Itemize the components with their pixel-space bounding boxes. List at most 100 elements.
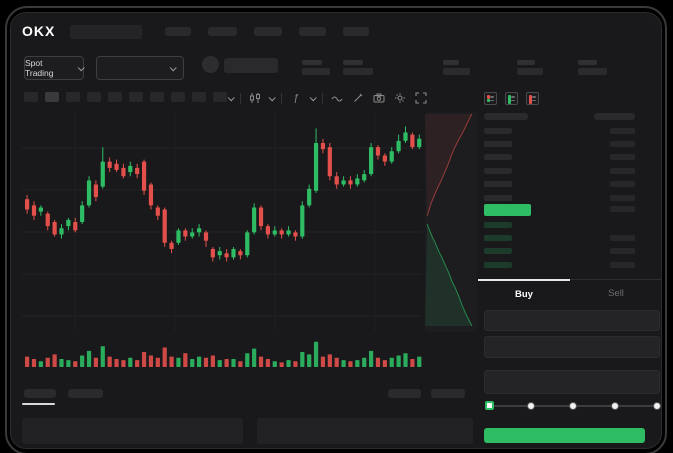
volume-chart[interactable]	[22, 336, 422, 368]
last-price-right-placeholder	[610, 206, 635, 212]
ask-price-placeholder	[484, 127, 512, 134]
last-price-badge[interactable]	[484, 204, 531, 216]
toolbar-divider	[281, 92, 282, 104]
slider-step-dot[interactable]	[527, 402, 535, 410]
slider-handle-active[interactable]	[485, 401, 494, 410]
ask-row[interactable]	[478, 151, 662, 164]
timeframe-button-placeholder[interactable]	[213, 92, 227, 102]
depth-chart[interactable]	[425, 112, 477, 332]
bottom-action-placeholder[interactable]	[431, 389, 465, 398]
bottom-tab-placeholder[interactable]	[24, 389, 56, 398]
ticker-stat-placeholder	[443, 60, 470, 75]
top-nav	[165, 27, 369, 36]
ask-size-placeholder	[610, 141, 635, 148]
slider-step-dot[interactable]	[569, 402, 577, 410]
stat-value-placeholder	[443, 68, 470, 75]
ticker-stat-placeholder	[578, 60, 607, 75]
pair-selector-dropdown[interactable]	[96, 56, 184, 80]
ticker-stat-placeholder	[517, 60, 543, 75]
bottom-tab-active-underline	[22, 403, 55, 405]
orders-panel-placeholder	[22, 418, 243, 444]
timeframe-button-placeholder[interactable]	[108, 92, 122, 102]
device-frame	[5, 6, 667, 453]
book-asks-icon[interactable]	[526, 92, 539, 105]
bid-row[interactable]	[478, 218, 662, 231]
bid-price-placeholder	[484, 248, 512, 255]
tab-sell[interactable]: Sell	[570, 279, 662, 303]
timeframe-button-placeholder[interactable]	[129, 92, 143, 102]
orderbook-view-toggles	[484, 92, 539, 105]
candlestick-chart[interactable]	[22, 112, 422, 332]
book-bids-icon[interactable]	[505, 92, 518, 105]
timeframe-button-placeholder[interactable]	[192, 92, 206, 102]
timeframe-button-placeholder[interactable]	[24, 92, 38, 102]
logo-adjacent-placeholder	[70, 25, 142, 39]
chevron-down-icon[interactable]	[309, 93, 317, 101]
toolbar-divider	[322, 92, 323, 104]
orderbook-bids	[478, 218, 662, 272]
ask-row[interactable]	[478, 178, 662, 191]
nav-item-placeholder[interactable]	[208, 27, 237, 36]
chart-tools-toolbar: ƒ	[227, 91, 428, 105]
timeframe-button-placeholder[interactable]	[66, 92, 80, 102]
nav-item-placeholder[interactable]	[343, 27, 369, 36]
coin-avatar	[202, 56, 219, 73]
bid-row[interactable]	[478, 231, 662, 244]
chevron-down-icon	[169, 63, 177, 71]
nav-item-placeholder[interactable]	[254, 27, 282, 36]
ask-price-placeholder	[484, 141, 512, 148]
buy-submit-button[interactable]	[484, 428, 645, 443]
camera-icon[interactable]	[372, 91, 386, 105]
chevron-down-icon[interactable]	[268, 93, 276, 101]
settings-gear-icon[interactable]	[393, 91, 407, 105]
chevron-down-icon	[77, 63, 85, 71]
ask-price-placeholder	[484, 194, 512, 201]
bid-row[interactable]	[478, 245, 662, 258]
timeframe-button-placeholder[interactable]	[87, 92, 101, 102]
draw-pencil-icon[interactable]	[351, 91, 365, 105]
price-input-placeholder[interactable]	[484, 310, 660, 331]
market-type-dropdown[interactable]: Spot Trading	[24, 56, 85, 80]
tab-buy[interactable]: Buy	[478, 279, 570, 303]
ask-row[interactable]	[478, 124, 662, 137]
ask-row[interactable]	[478, 137, 662, 150]
bid-price-placeholder	[484, 261, 512, 268]
slider-step-dot[interactable]	[653, 402, 661, 410]
timeframe-toolbar	[24, 92, 227, 102]
book-combined-icon[interactable]	[484, 92, 497, 105]
total-input-placeholder[interactable]	[484, 370, 660, 394]
ask-price-placeholder	[484, 154, 512, 161]
slider-step-dot[interactable]	[611, 402, 619, 410]
market-type-label: Spot Trading	[25, 58, 54, 78]
bid-size-placeholder	[610, 248, 635, 255]
timeframe-button-placeholder[interactable]	[150, 92, 164, 102]
timeframe-button-placeholder[interactable]	[171, 92, 185, 102]
nav-item-placeholder[interactable]	[165, 27, 191, 36]
bid-price-placeholder	[484, 221, 512, 228]
candle-type-icon[interactable]	[248, 91, 262, 105]
stat-label-placeholder	[343, 60, 363, 65]
line-style-icon[interactable]	[330, 91, 344, 105]
toolbar-divider	[240, 92, 241, 104]
timeframe-button-placeholder[interactable]	[45, 92, 59, 102]
bid-row[interactable]	[478, 258, 662, 271]
ask-size-placeholder	[610, 154, 635, 161]
fullscreen-icon[interactable]	[414, 91, 428, 105]
stat-value-placeholder	[578, 68, 607, 75]
indicators-icon[interactable]: ƒ	[293, 92, 299, 104]
bid-size-placeholder	[610, 261, 635, 268]
ask-row[interactable]	[478, 164, 662, 177]
stat-label-placeholder	[578, 60, 597, 65]
bottom-action-placeholder[interactable]	[388, 389, 421, 398]
amount-input-placeholder[interactable]	[484, 336, 660, 358]
nav-item-placeholder[interactable]	[299, 27, 326, 36]
ask-row[interactable]	[478, 191, 662, 204]
amount-slider[interactable]	[484, 398, 662, 414]
bottom-tab-placeholder[interactable]	[68, 389, 103, 398]
chevron-down-icon[interactable]	[227, 93, 235, 101]
ask-size-placeholder	[610, 127, 635, 134]
ask-size-placeholder	[610, 167, 635, 174]
bid-size-placeholder	[610, 235, 635, 242]
okx-logo: OKX	[22, 23, 56, 39]
